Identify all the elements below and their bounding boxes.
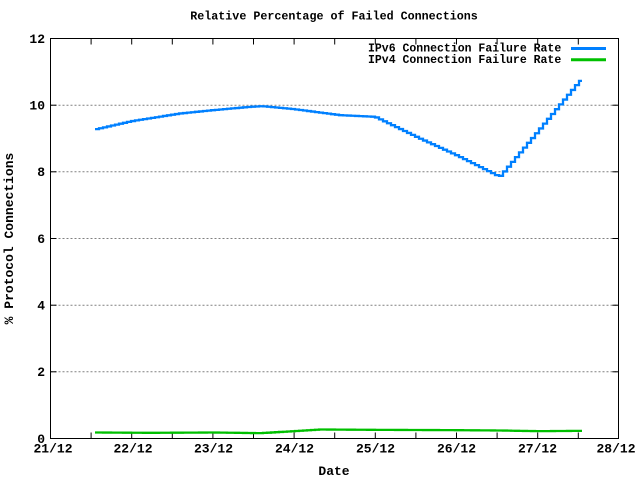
svg-text:2: 2: [37, 365, 45, 380]
svg-text:8: 8: [37, 165, 45, 180]
svg-text:23/12: 23/12: [194, 442, 233, 457]
svg-text:21/12: 21/12: [33, 442, 72, 457]
svg-text:27/12: 27/12: [518, 442, 557, 457]
svg-text:6: 6: [37, 232, 45, 247]
svg-text:26/12: 26/12: [437, 442, 476, 457]
svg-text:Relative Percentage of Failed: Relative Percentage of Failed Connection…: [190, 10, 478, 24]
svg-text:24/12: 24/12: [275, 442, 314, 457]
svg-text:25/12: 25/12: [356, 442, 395, 457]
svg-text:22/12: 22/12: [113, 442, 152, 457]
svg-text:28/12: 28/12: [596, 442, 635, 457]
svg-text:% Protocol Connections: % Protocol Connections: [2, 152, 17, 324]
svg-text:10: 10: [29, 99, 45, 114]
svg-text:12: 12: [29, 32, 45, 47]
svg-text:Date: Date: [318, 464, 349, 479]
svg-text:4: 4: [37, 299, 45, 314]
svg-text:IPv4 Connection Failure Rate: IPv4 Connection Failure Rate: [368, 54, 561, 67]
